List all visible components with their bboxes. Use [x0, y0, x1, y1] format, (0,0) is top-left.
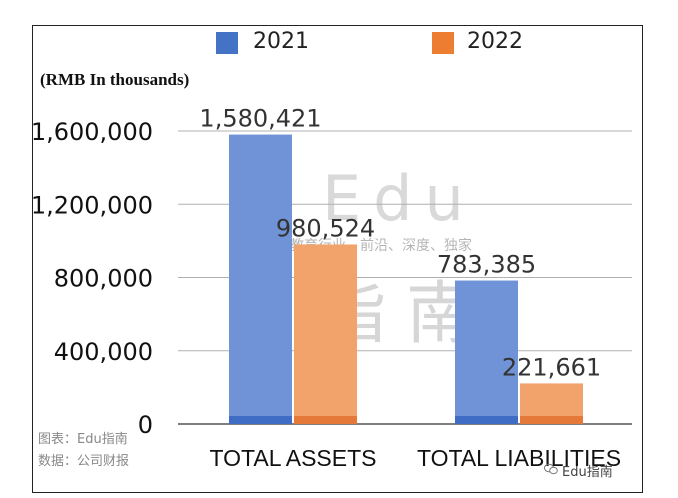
bar-2022-assets — [294, 244, 357, 424]
legend-swatch-2021 — [216, 32, 238, 54]
y-tick-label: 400,000 — [54, 338, 153, 366]
data-label: 783,385 — [437, 251, 536, 279]
source-data-credit: 数据：公司财报 — [38, 454, 130, 469]
wechat-account-label: Edu指南 — [562, 465, 613, 480]
wechat-icon — [544, 463, 558, 475]
legend-swatch-2022 — [432, 32, 454, 54]
x-category-label: TOTAL ASSETS — [209, 445, 376, 471]
x-category-label: TOTAL LIABILITIES — [417, 445, 621, 471]
legend-label-2022: 2022 — [467, 29, 523, 54]
data-label: 1,580,421 — [199, 105, 321, 133]
bar-2021-assets — [229, 134, 292, 425]
watermark-edu: Edu — [322, 162, 476, 235]
bar-base-strip — [455, 416, 518, 424]
bar-2021-liabilities — [455, 280, 518, 424]
bar-base-strip — [229, 416, 292, 424]
y-tick-label: 800,000 — [54, 265, 153, 293]
chart-frame — [32, 25, 643, 493]
data-label: 980,524 — [276, 214, 375, 242]
unit-label: (RMB In thousands) — [40, 70, 190, 89]
bar-base-strip — [520, 416, 583, 424]
source-chart-credit: 图表：Edu指南 — [38, 432, 128, 447]
data-label: 221,661 — [502, 353, 601, 381]
bar-base-strip — [294, 416, 357, 424]
y-tick-label: 1,200,000 — [31, 191, 153, 219]
y-tick-label: 0 — [138, 411, 153, 439]
legend-label-2021: 2021 — [253, 29, 309, 54]
y-tick-label: 1,600,000 — [31, 118, 153, 146]
